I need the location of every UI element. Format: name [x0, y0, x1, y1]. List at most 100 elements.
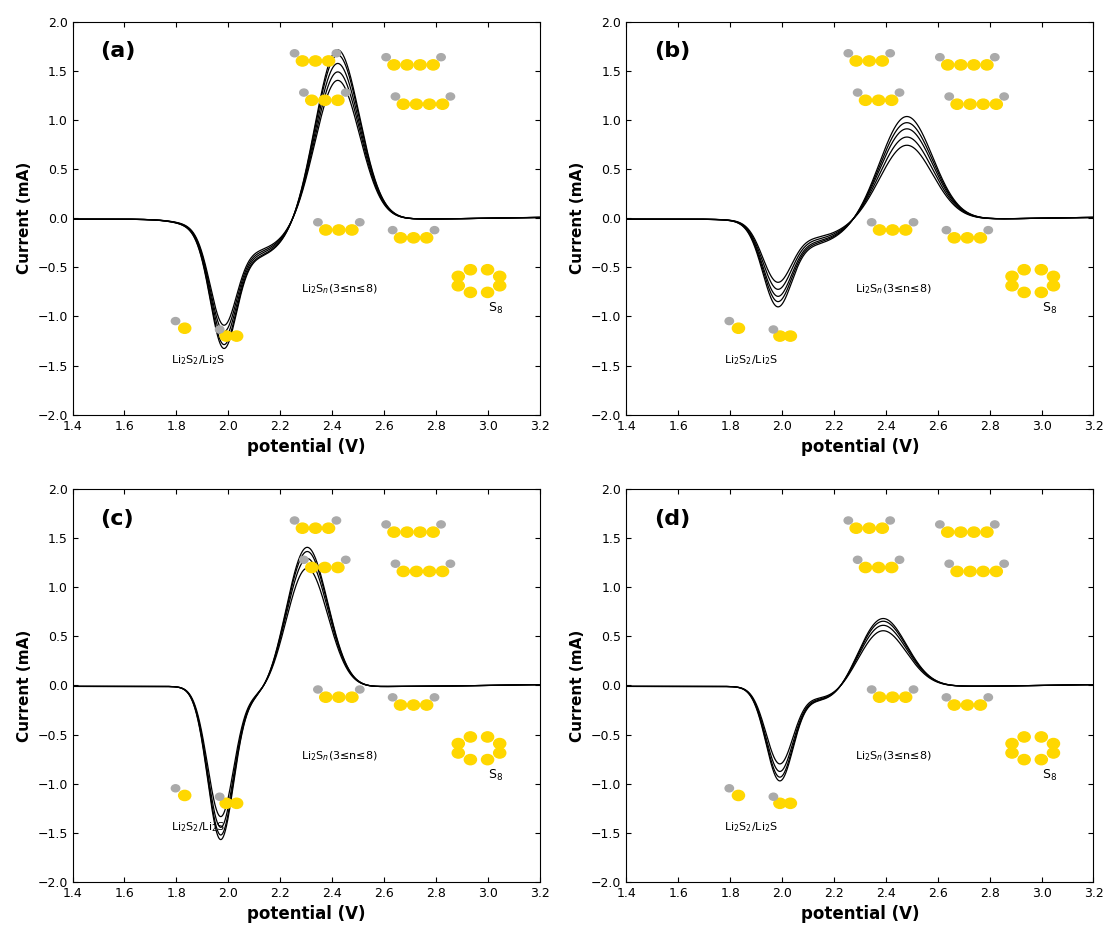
Circle shape — [297, 523, 308, 533]
Circle shape — [391, 93, 400, 100]
Circle shape — [942, 527, 954, 538]
Text: Li$_2$S$_n$(3≤n≤8): Li$_2$S$_n$(3≤n≤8) — [301, 749, 379, 763]
Circle shape — [974, 700, 987, 710]
Circle shape — [872, 562, 885, 572]
Circle shape — [482, 288, 494, 297]
Circle shape — [306, 95, 318, 105]
Text: (a): (a) — [101, 41, 136, 61]
Circle shape — [725, 785, 734, 791]
Circle shape — [942, 60, 954, 70]
Circle shape — [388, 527, 400, 538]
Circle shape — [954, 527, 967, 538]
Circle shape — [355, 686, 364, 693]
Circle shape — [410, 99, 422, 109]
Circle shape — [981, 527, 993, 538]
Circle shape — [231, 331, 243, 341]
Circle shape — [215, 326, 224, 333]
Circle shape — [421, 233, 432, 243]
Circle shape — [309, 55, 321, 66]
Circle shape — [964, 566, 977, 576]
Circle shape — [872, 95, 885, 105]
Circle shape — [850, 55, 862, 66]
Circle shape — [314, 686, 323, 693]
Circle shape — [1035, 288, 1047, 297]
Circle shape — [323, 523, 335, 533]
Y-axis label: Current (mA): Current (mA) — [570, 629, 586, 742]
Circle shape — [394, 233, 407, 243]
Circle shape — [1006, 739, 1018, 748]
Circle shape — [868, 686, 876, 693]
Circle shape — [850, 523, 862, 533]
Circle shape — [886, 95, 898, 105]
Circle shape — [482, 265, 494, 274]
Circle shape — [874, 225, 886, 235]
Circle shape — [482, 755, 494, 765]
Circle shape — [398, 566, 410, 576]
Circle shape — [452, 739, 465, 748]
Circle shape — [961, 700, 973, 710]
Text: Li$_2$S$_n$(3≤n≤8): Li$_2$S$_n$(3≤n≤8) — [301, 282, 379, 296]
Circle shape — [909, 686, 917, 693]
Circle shape — [968, 527, 980, 538]
Text: S$_8$: S$_8$ — [1042, 768, 1057, 783]
Circle shape — [909, 219, 917, 226]
Circle shape — [342, 89, 349, 96]
Circle shape — [732, 323, 745, 334]
Circle shape — [300, 89, 308, 96]
Circle shape — [342, 556, 349, 563]
Circle shape — [306, 562, 318, 572]
Circle shape — [725, 318, 734, 324]
Circle shape — [895, 89, 904, 96]
Circle shape — [494, 281, 506, 290]
Circle shape — [990, 521, 999, 528]
Circle shape — [465, 732, 476, 742]
Circle shape — [984, 694, 992, 701]
Circle shape — [398, 99, 410, 109]
Circle shape — [446, 93, 455, 100]
Circle shape — [297, 55, 308, 66]
Circle shape — [886, 50, 895, 56]
Circle shape — [427, 527, 439, 538]
Circle shape — [876, 55, 888, 66]
Circle shape — [977, 99, 989, 109]
Circle shape — [1000, 560, 1008, 567]
Circle shape — [954, 60, 967, 70]
Circle shape — [945, 560, 953, 567]
Circle shape — [853, 89, 862, 96]
Circle shape — [990, 99, 1002, 109]
Circle shape — [874, 692, 886, 702]
Circle shape — [1018, 755, 1030, 765]
Circle shape — [482, 732, 494, 742]
Circle shape — [1006, 281, 1018, 290]
Y-axis label: Current (mA): Current (mA) — [17, 162, 31, 274]
X-axis label: potential (V): potential (V) — [801, 438, 920, 456]
Circle shape — [844, 50, 852, 56]
Circle shape — [949, 233, 960, 243]
Circle shape — [382, 521, 391, 528]
Circle shape — [981, 60, 993, 70]
Circle shape — [1006, 748, 1018, 758]
X-axis label: potential (V): potential (V) — [246, 905, 365, 923]
Circle shape — [401, 60, 413, 70]
Circle shape — [171, 785, 179, 791]
Text: S$_8$: S$_8$ — [488, 301, 503, 316]
Circle shape — [319, 225, 332, 235]
Circle shape — [300, 556, 308, 563]
Circle shape — [990, 54, 999, 61]
Circle shape — [408, 233, 420, 243]
Circle shape — [346, 692, 358, 702]
Circle shape — [332, 562, 344, 572]
Circle shape — [355, 219, 364, 226]
Circle shape — [494, 748, 506, 758]
Circle shape — [935, 521, 944, 528]
Circle shape — [961, 233, 973, 243]
Circle shape — [290, 50, 299, 56]
Circle shape — [1018, 732, 1030, 742]
Circle shape — [437, 566, 449, 576]
Circle shape — [465, 265, 476, 274]
Circle shape — [859, 562, 871, 572]
Circle shape — [414, 60, 427, 70]
Circle shape — [784, 798, 796, 808]
Circle shape — [887, 692, 898, 702]
Text: S$_8$: S$_8$ — [1042, 301, 1057, 316]
